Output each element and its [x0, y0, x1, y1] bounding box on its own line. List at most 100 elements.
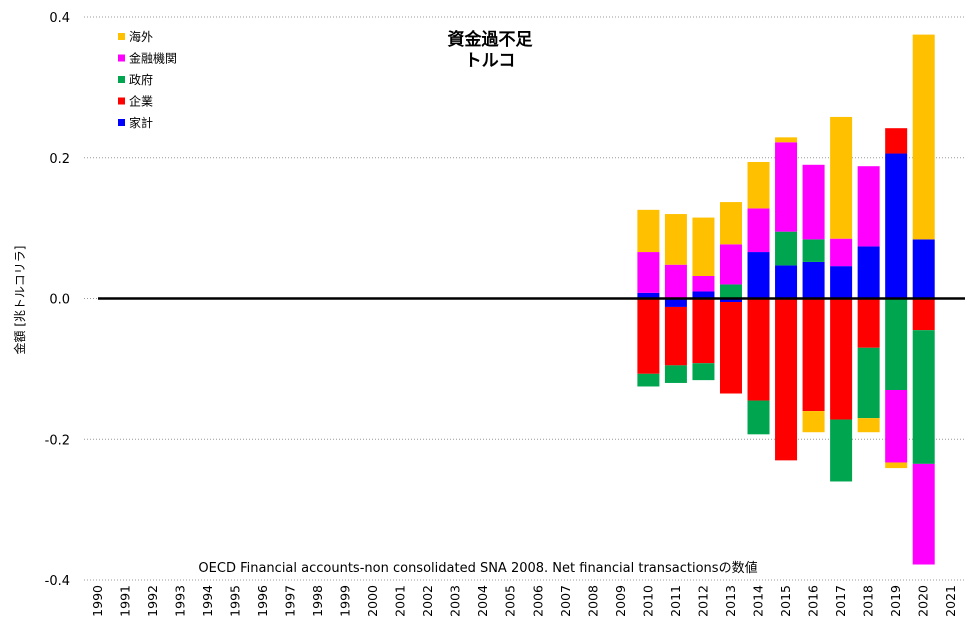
bar-segment: [857, 298, 880, 348]
legend-swatch: [118, 33, 125, 40]
bar-segment: [802, 164, 825, 240]
x-axis-ticks: 1990 1991 1992 1993 1994 1995 1996 1997 1998 1999…: [90, 585, 958, 617]
x-tick-label: 2004: [475, 585, 490, 617]
bar-segment: [775, 137, 798, 143]
x-tick-label: 2003: [448, 585, 463, 617]
y-axis-ticks: 0.4 0.2 0.0 -0.2 -0.4: [45, 11, 70, 589]
x-tick-label: 2008: [585, 585, 600, 617]
x-tick-label: 2006: [530, 585, 545, 617]
bar-segment: [747, 208, 770, 253]
bar-segment: [885, 462, 908, 469]
bar-segment: [775, 298, 798, 461]
bar-segment: [830, 116, 853, 239]
legend-swatch: [118, 97, 125, 105]
legend-label: 海外: [129, 29, 153, 44]
legend-label: 企業: [129, 94, 153, 109]
bar-segment: [885, 128, 908, 154]
legend-swatch: [118, 76, 125, 83]
x-tick-label: 2005: [503, 585, 518, 617]
bar-segment: [664, 264, 687, 299]
y-tick-label: 0.2: [49, 152, 70, 167]
bar-segment: [747, 161, 770, 209]
bar-segment: [885, 389, 908, 463]
bar-segment: [857, 347, 880, 419]
bar-segment: [857, 418, 880, 433]
bar-segment: [775, 142, 798, 232]
bar-segment: [747, 400, 770, 435]
chart-title-line1: 資金過不足: [448, 29, 533, 50]
x-tick-label: 2016: [806, 585, 821, 617]
x-tick-label: 2017: [833, 585, 848, 617]
bar-segment: [830, 238, 853, 267]
bars: [637, 34, 935, 565]
x-tick-label: 2002: [420, 585, 435, 617]
bar-segment: [719, 298, 742, 303]
y-axis-label: 金額 [兆トルコリラ]: [12, 246, 27, 355]
x-tick-label: 2015: [778, 585, 793, 617]
legend-label: 家計: [129, 115, 153, 130]
y-tick-label: 0.0: [49, 293, 70, 308]
bar-segment: [719, 284, 742, 299]
bar-segment: [912, 330, 935, 464]
bar-segment: [802, 239, 825, 262]
bar-segment: [637, 252, 660, 293]
bar-segment: [802, 298, 825, 412]
x-tick-label: 2010: [640, 585, 655, 617]
x-tick-label: 1996: [255, 585, 270, 617]
x-tick-label: 1995: [227, 585, 242, 617]
bar-segment: [830, 266, 853, 299]
x-tick-label: 2000: [365, 585, 380, 617]
x-tick-label: 1993: [172, 585, 187, 617]
bar-segment: [912, 298, 935, 331]
bar-segment: [692, 298, 715, 364]
x-tick-label: 2009: [613, 585, 628, 617]
x-tick-label: 1992: [145, 585, 160, 617]
bar-segment: [664, 306, 687, 366]
x-tick-label: 1991: [117, 585, 132, 617]
x-tick-label: 1994: [200, 585, 215, 617]
bar-segment: [637, 373, 660, 387]
bar-segment: [637, 298, 660, 374]
y-tick-label: -0.2: [45, 433, 70, 448]
bar-segment: [912, 239, 935, 299]
bar-segment: [747, 252, 770, 299]
bar-segment: [885, 153, 908, 299]
bar-segment: [830, 298, 853, 420]
legend-label: 政府: [129, 72, 153, 87]
x-tick-label: 2011: [668, 585, 683, 617]
source-note: OECD Financial accounts-non consolidated…: [198, 560, 757, 576]
bar-segment: [692, 291, 715, 299]
x-tick-label: 2021: [943, 585, 958, 617]
bar-segment: [692, 275, 715, 292]
bar-segment: [664, 365, 687, 383]
bar-segment: [802, 261, 825, 299]
x-tick-label: 2013: [723, 585, 738, 617]
bar-segment: [719, 202, 742, 245]
x-tick-label: 2012: [695, 585, 710, 617]
x-tick-label: 1998: [310, 585, 325, 617]
bar-segment: [637, 209, 660, 253]
y-tick-label: 0.4: [49, 11, 70, 26]
bar-segment: [802, 411, 825, 433]
bar-segment: [857, 246, 880, 299]
bar-segment: [775, 231, 798, 266]
x-tick-label: 2018: [861, 585, 876, 617]
bar-segment: [775, 265, 798, 299]
bar-segment: [912, 463, 935, 565]
chart-title-line2: トルコ: [465, 51, 516, 71]
x-tick-label: 2014: [751, 585, 766, 617]
x-tick-label: 2020: [916, 585, 931, 617]
bar-segment: [664, 214, 687, 265]
bar-segment: [719, 244, 742, 285]
bar-segment: [692, 363, 715, 381]
bar-segment: [857, 166, 880, 247]
x-tick-label: 2001: [393, 585, 408, 617]
x-tick-label: 1990: [90, 585, 105, 617]
x-tick-label: 2019: [888, 585, 903, 617]
bar-segment: [664, 298, 687, 307]
bar-segment: [637, 292, 660, 299]
legend-swatch: [118, 54, 125, 62]
x-tick-label: 1999: [338, 585, 353, 617]
